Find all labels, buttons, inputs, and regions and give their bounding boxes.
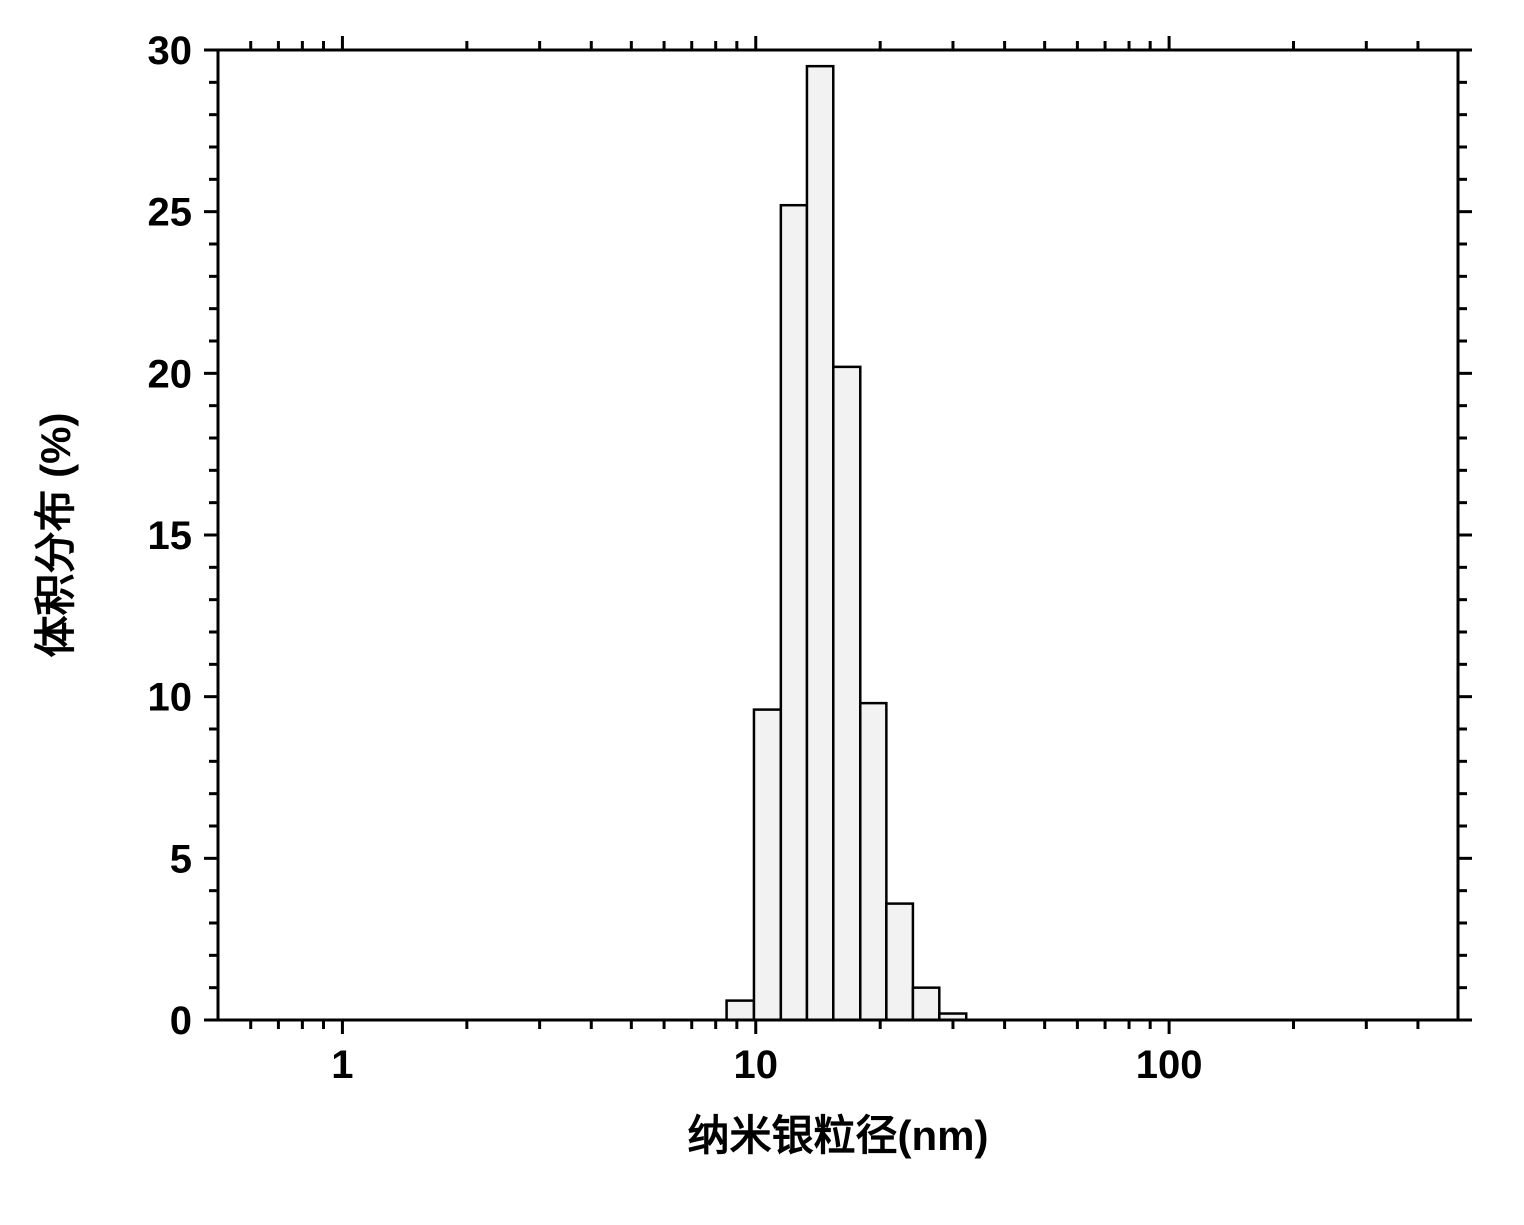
chart-svg: 1 10 100 0 5 10 15 20 25 30 纳米银粒径(nm) 体积分布 (%) [0, 0, 1524, 1220]
histogram-bar [833, 367, 860, 1020]
y-tick-label: 0 [170, 999, 192, 1043]
y-axis-label-text: 体积分布 (%) [32, 413, 79, 658]
histogram-bar [781, 205, 807, 1020]
y-tick-label: 10 [148, 676, 193, 720]
histogram-bar [807, 66, 833, 1020]
histogram-chart: 1 10 100 0 5 10 15 20 25 30 纳米银粒径(nm) 体积分布 (%) [0, 0, 1524, 1220]
x-tick-label: 100 [1136, 1043, 1203, 1087]
x-tick-label: 1 [331, 1043, 353, 1087]
histogram-bar [886, 904, 913, 1020]
y-tick-label: 15 [148, 514, 193, 558]
x-tick-label: 10 [734, 1043, 779, 1087]
y-tick-label: 5 [170, 837, 192, 881]
histogram-bar [754, 710, 781, 1020]
histogram-bar [727, 1001, 754, 1020]
chart-bg [0, 0, 1524, 1220]
y-tick-label: 20 [148, 352, 193, 396]
histogram-bar [860, 703, 886, 1020]
y-tick-label: 25 [148, 191, 193, 235]
histogram-bar [913, 988, 939, 1020]
y-tick-label: 30 [148, 29, 193, 73]
x-axis-label-text: 纳米银粒径(nm) [688, 1112, 989, 1159]
